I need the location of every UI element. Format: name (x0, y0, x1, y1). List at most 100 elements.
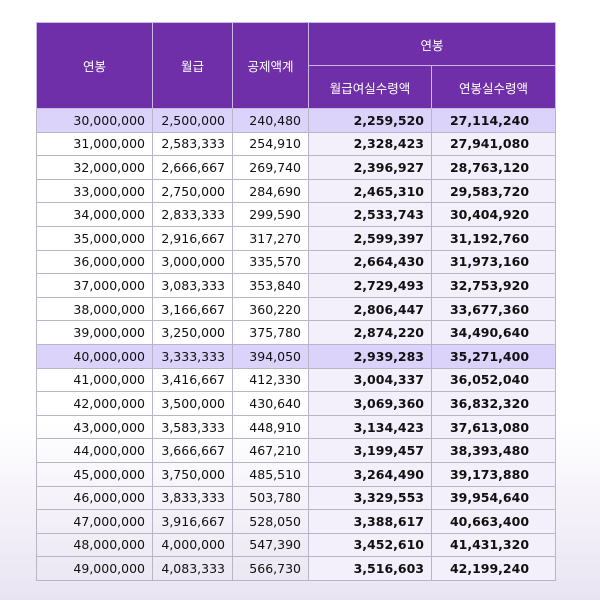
deduction-cell: 503,780 (232, 485, 309, 511)
deduction-cell: 240,480 (232, 108, 309, 133)
salary-cell: 32,000,000 (36, 155, 153, 180)
annual-net-cell: 35,271,400 (430, 343, 557, 369)
monthly-cell: 3,750,000 (152, 461, 233, 487)
monthly-cell: 2,583,333 (152, 131, 233, 157)
deduction-cell: 375,780 (232, 320, 309, 345)
annual-net-cell: 31,192,760 (430, 225, 557, 251)
annual-net-cell: 36,832,320 (430, 391, 557, 416)
salary-cell: 33,000,000 (36, 178, 153, 204)
table-row: 42,000,000 3,500,000 430,640 3,069,360 36,83… (36, 391, 557, 416)
header-group: 연봉 (307, 22, 557, 66)
monthly-net-cell: 2,396,927 (308, 155, 432, 180)
monthly-cell: 3,416,667 (152, 367, 233, 393)
monthly-cell: 2,916,667 (152, 225, 233, 251)
annual-net-cell: 37,613,080 (430, 414, 557, 440)
monthly-cell: 2,500,000 (152, 108, 233, 133)
salary-cell: 36,000,000 (36, 249, 153, 275)
salary-cell: 45,000,000 (36, 461, 153, 487)
deduction-cell: 467,210 (232, 438, 309, 463)
table-body: 30,000,000 2,500,000 240,480 2,259,520 27,11… (36, 108, 557, 581)
deduction-cell: 360,220 (232, 296, 309, 322)
annual-net-cell: 28,763,120 (430, 155, 557, 180)
header-monthly: 월급 (152, 22, 233, 109)
monthly-net-cell: 3,516,603 (308, 556, 432, 581)
salary-cell: 39,000,000 (36, 320, 153, 345)
deduction-cell: 353,840 (232, 273, 309, 298)
salary-cell: 46,000,000 (36, 485, 153, 511)
monthly-net-cell: 3,329,553 (308, 485, 432, 511)
monthly-net-cell: 2,465,310 (308, 178, 432, 204)
salary-table: 연봉 월급 공제액계 연봉 월급여실수령액 연봉실수령액 30,000,000 2… (36, 22, 557, 581)
header-monthly-net: 월급여실수령액 (308, 65, 432, 109)
monthly-cell: 2,833,333 (152, 202, 233, 227)
table-row: 43,000,000 3,583,333 448,910 3,134,423 37,61… (36, 414, 557, 440)
table-row: 35,000,000 2,916,667 317,270 2,599,397 31,19… (36, 225, 557, 251)
header-deduction: 공제액계 (232, 22, 309, 109)
deduction-cell: 335,570 (232, 249, 309, 275)
deduction-cell: 254,910 (232, 131, 309, 157)
salary-cell: 48,000,000 (36, 532, 153, 558)
table-row: 47,000,000 3,916,667 528,050 3,388,617 40,66… (36, 509, 557, 534)
deduction-cell: 485,510 (232, 461, 309, 487)
table-row: 37,000,000 3,083,333 353,840 2,729,493 32,75… (36, 273, 557, 298)
salary-cell: 40,000,000 (36, 343, 153, 369)
deduction-cell: 317,270 (232, 225, 309, 251)
table-row: 49,000,000 4,083,333 566,730 3,516,603 42,19… (36, 556, 557, 581)
table-row: 48,000,000 4,000,000 547,390 3,452,610 41,43… (36, 532, 557, 558)
table-row: 46,000,000 3,833,333 503,780 3,329,553 39,95… (36, 485, 557, 511)
salary-cell: 42,000,000 (36, 391, 153, 416)
monthly-net-cell: 2,806,447 (308, 296, 432, 322)
monthly-net-cell: 3,069,360 (308, 391, 432, 416)
salary-cell: 43,000,000 (36, 414, 153, 440)
table-row: 39,000,000 3,250,000 375,780 2,874,220 34,49… (36, 320, 557, 345)
salary-cell: 35,000,000 (36, 225, 153, 251)
deduction-cell: 284,690 (232, 178, 309, 204)
deduction-cell: 528,050 (232, 509, 309, 534)
header-annual-net: 연봉실수령액 (430, 65, 557, 109)
monthly-net-cell: 2,729,493 (308, 273, 432, 298)
annual-net-cell: 36,052,040 (430, 367, 557, 393)
monthly-cell: 2,666,667 (152, 155, 233, 180)
monthly-net-cell: 3,134,423 (308, 414, 432, 440)
deduction-cell: 547,390 (232, 532, 309, 558)
table-row: 40,000,000 3,333,333 394,050 2,939,283 35,27… (36, 343, 557, 369)
annual-net-cell: 34,490,640 (430, 320, 557, 345)
table-row: 30,000,000 2,500,000 240,480 2,259,520 27,11… (36, 108, 557, 133)
table-row: 31,000,000 2,583,333 254,910 2,328,423 27,94… (36, 131, 557, 157)
monthly-net-cell: 3,452,610 (308, 532, 432, 558)
monthly-net-cell: 2,874,220 (308, 320, 432, 345)
monthly-net-cell: 3,004,337 (308, 367, 432, 393)
salary-cell: 37,000,000 (36, 273, 153, 298)
monthly-cell: 3,916,667 (152, 509, 233, 534)
monthly-net-cell: 2,664,430 (308, 249, 432, 275)
monthly-cell: 3,000,000 (152, 249, 233, 275)
salary-cell: 49,000,000 (36, 556, 153, 581)
annual-net-cell: 27,114,240 (430, 108, 557, 133)
deduction-cell: 430,640 (232, 391, 309, 416)
salary-cell: 30,000,000 (36, 108, 153, 133)
monthly-net-cell: 3,199,457 (308, 438, 432, 463)
monthly-cell: 3,666,667 (152, 438, 233, 463)
deduction-cell: 394,050 (232, 343, 309, 369)
deduction-cell: 448,910 (232, 414, 309, 440)
salary-cell: 41,000,000 (36, 367, 153, 393)
annual-net-cell: 27,941,080 (430, 131, 557, 157)
header-salary: 연봉 (36, 22, 153, 109)
annual-net-cell: 30,404,920 (430, 202, 557, 227)
deduction-cell: 299,590 (232, 202, 309, 227)
table-row: 45,000,000 3,750,000 485,510 3,264,490 39,17… (36, 461, 557, 487)
table-row: 38,000,000 3,166,667 360,220 2,806,447 33,67… (36, 296, 557, 322)
deduction-cell: 412,330 (232, 367, 309, 393)
annual-net-cell: 33,677,360 (430, 296, 557, 322)
monthly-net-cell: 2,328,423 (308, 131, 432, 157)
salary-cell: 38,000,000 (36, 296, 153, 322)
annual-net-cell: 32,753,920 (430, 273, 557, 298)
monthly-cell: 4,000,000 (152, 532, 233, 558)
annual-net-cell: 41,431,320 (430, 532, 557, 558)
monthly-net-cell: 2,939,283 (308, 343, 432, 369)
salary-cell: 34,000,000 (36, 202, 153, 227)
annual-net-cell: 38,393,480 (430, 438, 557, 463)
table-row: 41,000,000 3,416,667 412,330 3,004,337 36,05… (36, 367, 557, 393)
deduction-cell: 269,740 (232, 155, 309, 180)
salary-cell: 47,000,000 (36, 509, 153, 534)
